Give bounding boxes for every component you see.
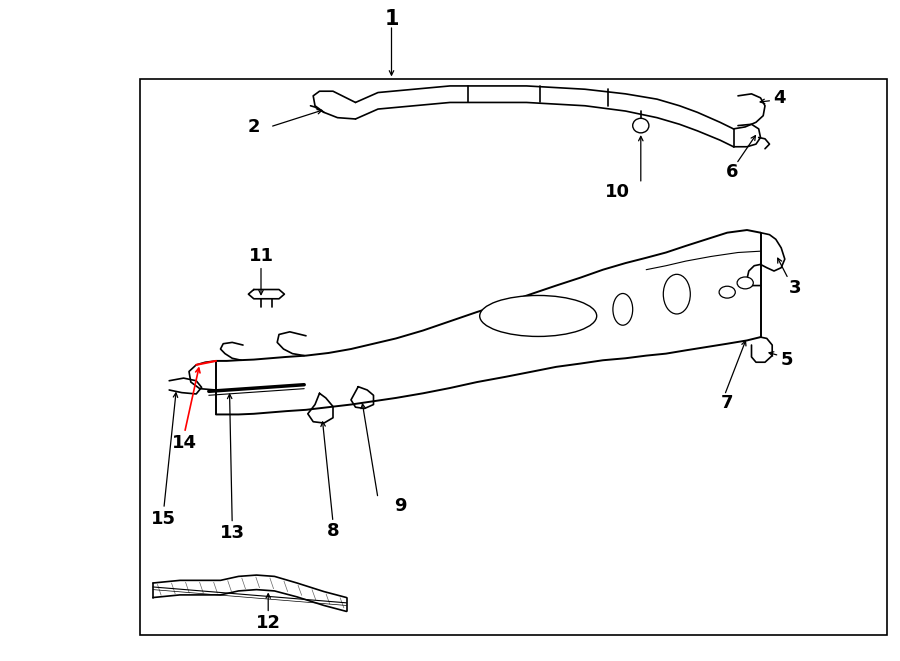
Text: 11: 11 (248, 247, 274, 266)
Text: 5: 5 (780, 350, 793, 369)
Circle shape (719, 286, 735, 298)
Text: 7: 7 (721, 394, 734, 412)
Text: 9: 9 (394, 497, 407, 516)
Ellipse shape (613, 293, 633, 325)
Text: 14: 14 (172, 434, 197, 452)
Text: 6: 6 (726, 163, 739, 181)
Text: 4: 4 (773, 89, 786, 107)
Text: 10: 10 (605, 182, 630, 201)
Ellipse shape (480, 295, 597, 336)
Ellipse shape (663, 274, 690, 314)
Text: 3: 3 (788, 278, 801, 297)
Ellipse shape (633, 118, 649, 133)
Circle shape (737, 277, 753, 289)
Text: 8: 8 (327, 522, 339, 541)
Text: 12: 12 (256, 613, 281, 632)
Text: 1: 1 (384, 9, 399, 28)
Text: 15: 15 (151, 510, 176, 528)
Text: 2: 2 (248, 118, 260, 136)
Text: 13: 13 (220, 524, 245, 543)
Bar (140, 79, 886, 635)
